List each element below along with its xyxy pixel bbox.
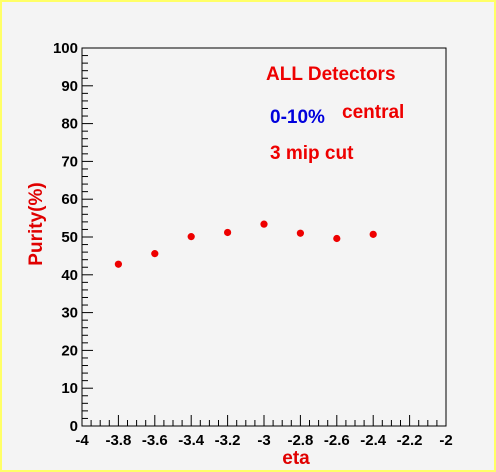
x-tick-label: -2.2 (397, 432, 423, 449)
x-tick-label: -2.6 (324, 432, 350, 449)
data-point (260, 220, 268, 228)
x-tick-label: -4 (75, 432, 89, 449)
y-tick-label: 40 (61, 267, 78, 284)
annotation-central: central (342, 102, 404, 123)
y-tick-label: 60 (61, 191, 78, 208)
data-point (224, 228, 232, 237)
data-point (187, 233, 195, 241)
x-tick-label: -2.8 (287, 432, 313, 449)
y-axis: 0 10 20 30 40 50 60 70 80 90 100 (53, 40, 93, 435)
y-tick-label: 90 (61, 78, 78, 95)
y-tick-label: 80 (61, 116, 78, 133)
x-tick-label: -3.8 (105, 432, 131, 449)
annotation-centrality: 0-10% (270, 107, 325, 128)
y-tick-label: 0 (70, 418, 78, 435)
x-tick-label: -2.4 (360, 432, 387, 449)
data-point (333, 234, 341, 243)
y-axis-title: Purity(%) (26, 182, 47, 265)
data-point (114, 260, 122, 268)
data-point (369, 230, 377, 238)
y-tick-label: 20 (61, 342, 78, 359)
x-tick-label: -3.4 (178, 432, 205, 449)
x-tick-label: -3.2 (215, 432, 241, 449)
x-tick-label: -3 (257, 432, 270, 449)
x-tick-label: -2 (439, 432, 452, 449)
plot-frame (81, 47, 447, 427)
x-tick-label: -3.6 (142, 432, 168, 449)
y-tick-label: 70 (61, 153, 78, 170)
data-points (114, 220, 377, 268)
y-tick-label: 10 (61, 380, 78, 397)
annotation-all-detectors: ALL Detectors (266, 64, 396, 85)
y-tick-label: 100 (53, 40, 78, 57)
annotation-mip-cut: 3 mip cut (270, 143, 354, 164)
y-tick-label: 50 (61, 229, 78, 246)
data-point (151, 250, 159, 258)
x-axis-title: eta (282, 448, 310, 469)
y-tick-label: 30 (61, 305, 78, 322)
data-point (296, 229, 304, 237)
x-axis: -4 -3.8 -3.6 -3.4 -3.2 -3 -2.8 -2.6 -2.4 -2.2 -2 (75, 415, 453, 449)
